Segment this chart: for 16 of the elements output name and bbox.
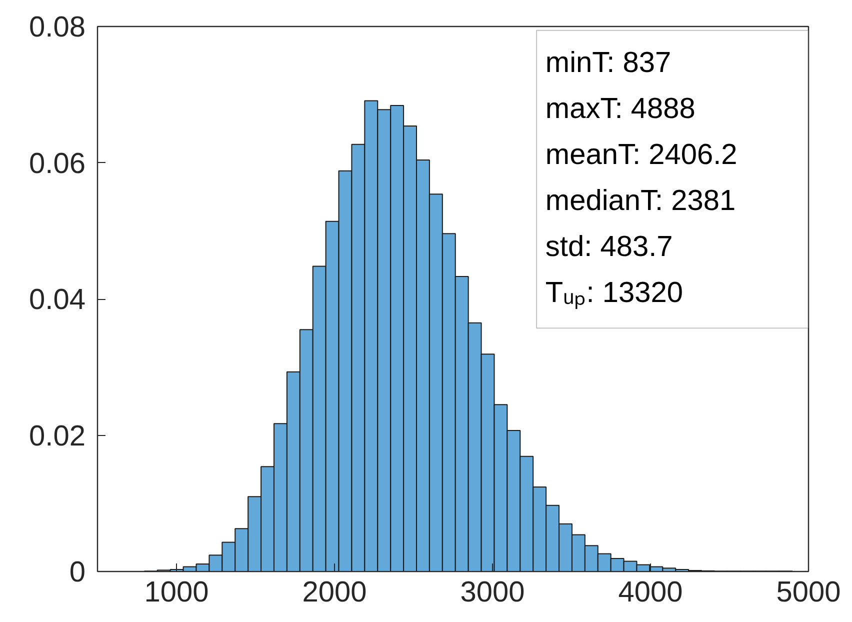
y-tick-label: 0 xyxy=(69,556,86,588)
annotation: std: 483.7 xyxy=(545,231,673,264)
annotation: minT: 837 xyxy=(545,47,672,80)
annotation: Tᵤₚ: 13320 xyxy=(545,277,683,310)
y-tick-label: 0.06 xyxy=(29,148,86,180)
x-tick-label: 4000 xyxy=(618,576,683,608)
y-tick-label: 0.08 xyxy=(29,12,86,44)
annotation: medianT: 2381 xyxy=(545,185,736,218)
y-tick-label: 0.04 xyxy=(29,284,86,316)
x-tick-label: 3000 xyxy=(460,576,525,608)
x-tick-label: 2000 xyxy=(302,576,367,608)
y-tick-label: 0.02 xyxy=(29,420,86,452)
annotation: maxT: 4888 xyxy=(545,93,696,126)
x-tick-label: 5000 xyxy=(776,576,841,608)
annotation: meanT: 2406.2 xyxy=(545,139,738,172)
x-tick-label: 1000 xyxy=(144,576,209,608)
